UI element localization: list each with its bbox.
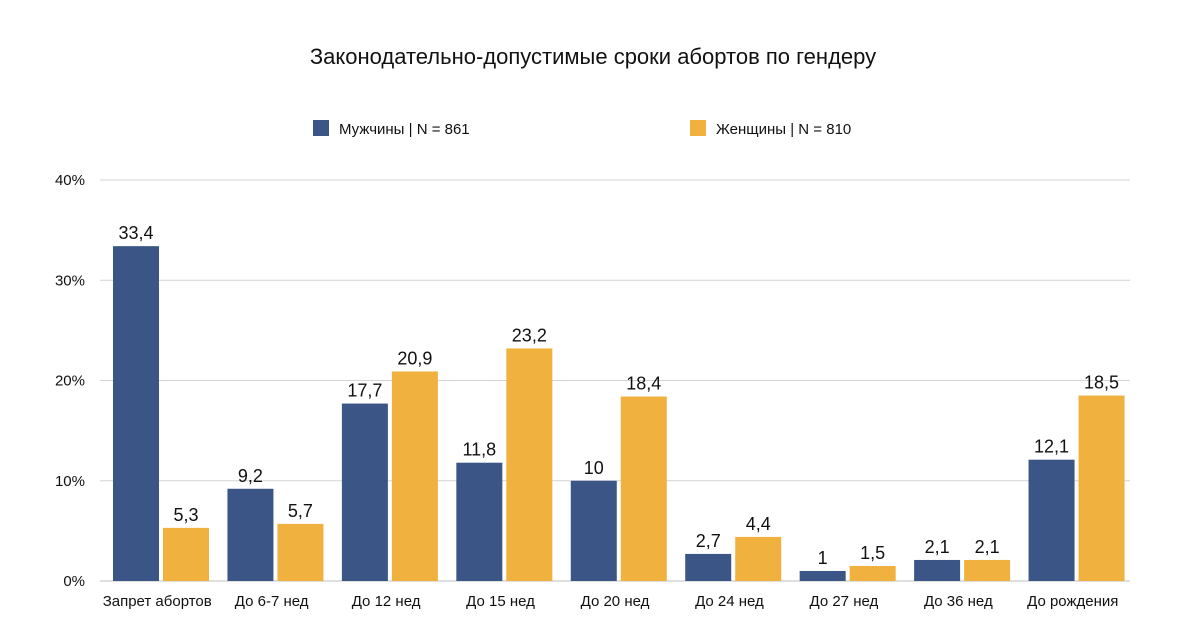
bars xyxy=(113,246,1125,582)
y-tick-label: 0% xyxy=(63,573,85,590)
y-tick-label: 10% xyxy=(55,473,85,490)
bar-men xyxy=(570,480,617,581)
bar-women xyxy=(506,348,553,581)
data-label: 23,2 xyxy=(512,325,547,345)
legend-swatch-women xyxy=(690,120,706,136)
data-label: 20,9 xyxy=(397,348,432,368)
data-label: 1,5 xyxy=(860,543,885,563)
data-label: 5,7 xyxy=(288,501,313,521)
data-label: 4,4 xyxy=(746,514,771,534)
data-label: 5,3 xyxy=(173,505,198,525)
y-axis-ticks: 0% 10% 20% 30% 40% xyxy=(55,172,85,590)
bar-women xyxy=(163,527,209,581)
bar-women xyxy=(277,523,324,581)
bar-women xyxy=(620,396,667,581)
bar-men xyxy=(113,246,159,582)
legend-label-women: Женщины | N = 810 xyxy=(716,121,851,138)
bar-men xyxy=(685,553,732,581)
x-category-label: До 15 нед xyxy=(466,593,535,610)
bar-women xyxy=(735,536,782,581)
bar-men xyxy=(456,462,503,581)
bar-men xyxy=(799,570,846,581)
bar-men xyxy=(914,559,961,581)
y-tick-label: 30% xyxy=(55,272,85,289)
x-category-label: Запрет абортов xyxy=(103,593,212,610)
bar-women xyxy=(391,371,438,581)
data-label: 11,8 xyxy=(462,440,496,460)
data-label: 2,7 xyxy=(696,531,721,551)
data-label: 10 xyxy=(584,458,604,478)
x-category-label: До 36 нед xyxy=(924,593,993,610)
x-category-label: До 6-7 нед xyxy=(235,593,309,610)
data-label: 33,4 xyxy=(118,223,153,243)
x-category-label: До рождения xyxy=(1027,593,1118,610)
bar-women xyxy=(964,559,1011,581)
bar-women xyxy=(1078,395,1125,581)
x-category-label: До 12 нед xyxy=(352,593,421,610)
y-tick-label: 40% xyxy=(55,172,85,189)
bar-men xyxy=(227,488,274,581)
y-tick-label: 20% xyxy=(55,373,85,390)
bar-men xyxy=(341,403,388,581)
data-label: 1 xyxy=(818,548,828,568)
chart-title: Законодательно-допустимые сроки абортов … xyxy=(310,44,876,69)
data-label: 2,1 xyxy=(925,537,950,557)
data-label: 12,1 xyxy=(1034,437,1069,457)
x-category-label: До 20 нед xyxy=(581,593,650,610)
bar-women xyxy=(849,565,896,581)
x-category-label: До 24 нед xyxy=(695,593,764,610)
data-label: 9,2 xyxy=(238,466,263,486)
data-label: 2,1 xyxy=(975,537,1000,557)
legend-swatch-men xyxy=(313,120,329,136)
legend: Мужчины | N = 861 Женщины | N = 810 xyxy=(313,120,851,138)
x-category-label: До 27 нед xyxy=(810,593,879,610)
legend-label-men: Мужчины | N = 861 xyxy=(339,121,470,138)
data-label: 17,7 xyxy=(347,381,382,401)
data-label: 18,4 xyxy=(626,374,661,394)
bar-men xyxy=(1028,459,1075,581)
x-axis-categories: Запрет абортов До 6-7 нед До 12 нед До 15 н… xyxy=(103,593,1119,610)
data-label: 18,5 xyxy=(1084,373,1119,393)
